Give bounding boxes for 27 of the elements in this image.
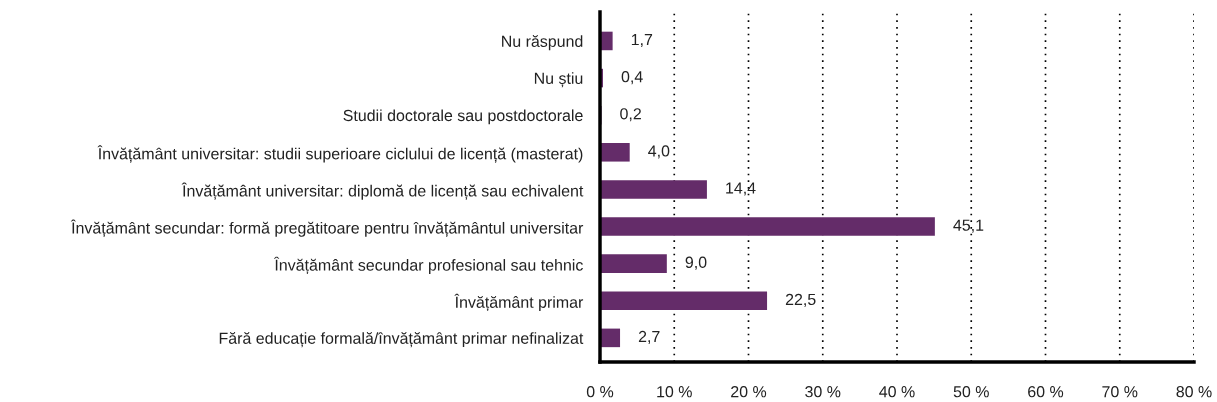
x-tick-label: 60 %: [1028, 386, 1064, 398]
y-tick-label: Învățământ primar: [454, 293, 584, 312]
x-tick-label: 40 %: [879, 386, 915, 398]
x-tick-label: 50 %: [953, 386, 989, 398]
data-label: 4,0: [648, 145, 670, 159]
data-label: 45,1: [953, 219, 984, 233]
y-tick-label: Nu răspund: [502, 35, 583, 51]
y-tick-label: Studii doctorale sau postdoctorale: [343, 109, 583, 125]
data-label: 0,4: [621, 71, 643, 85]
x-tick-label: 30 %: [805, 386, 841, 398]
data-label: 9,0: [685, 256, 707, 270]
x-tick-label: 70 %: [1102, 386, 1138, 398]
y-tick-label: Fără educație formală/învățământ primar nefinalizat: [219, 331, 584, 348]
y-tick-label: Învățământ secundar: formă pregătitoare pentru învățământul universitar: [70, 219, 584, 237]
data-label: 0,2: [620, 108, 641, 122]
x-tick-label: 10 %: [657, 386, 692, 398]
data-label: 1,7: [631, 34, 653, 48]
y-tick-label: Învățământ universitar: diplomă de licență sau echivalent: [181, 182, 584, 200]
data-label: 14,4: [726, 182, 756, 196]
data-label: 2,7: [638, 330, 660, 345]
y-tick-label: Învățământ universitar: studii superioare ciclului de licență (masterat): [97, 145, 583, 163]
y-tick-label: Nu știu: [534, 72, 583, 88]
x-tick-label: 20 %: [731, 386, 767, 398]
x-tick-label: 0 %: [586, 386, 614, 398]
data-label: 22,5: [785, 293, 816, 307]
x-tick-label: 80 %: [1176, 386, 1212, 398]
y-tick-label: Învățământ secundar profesional sau tehnic: [274, 256, 583, 275]
